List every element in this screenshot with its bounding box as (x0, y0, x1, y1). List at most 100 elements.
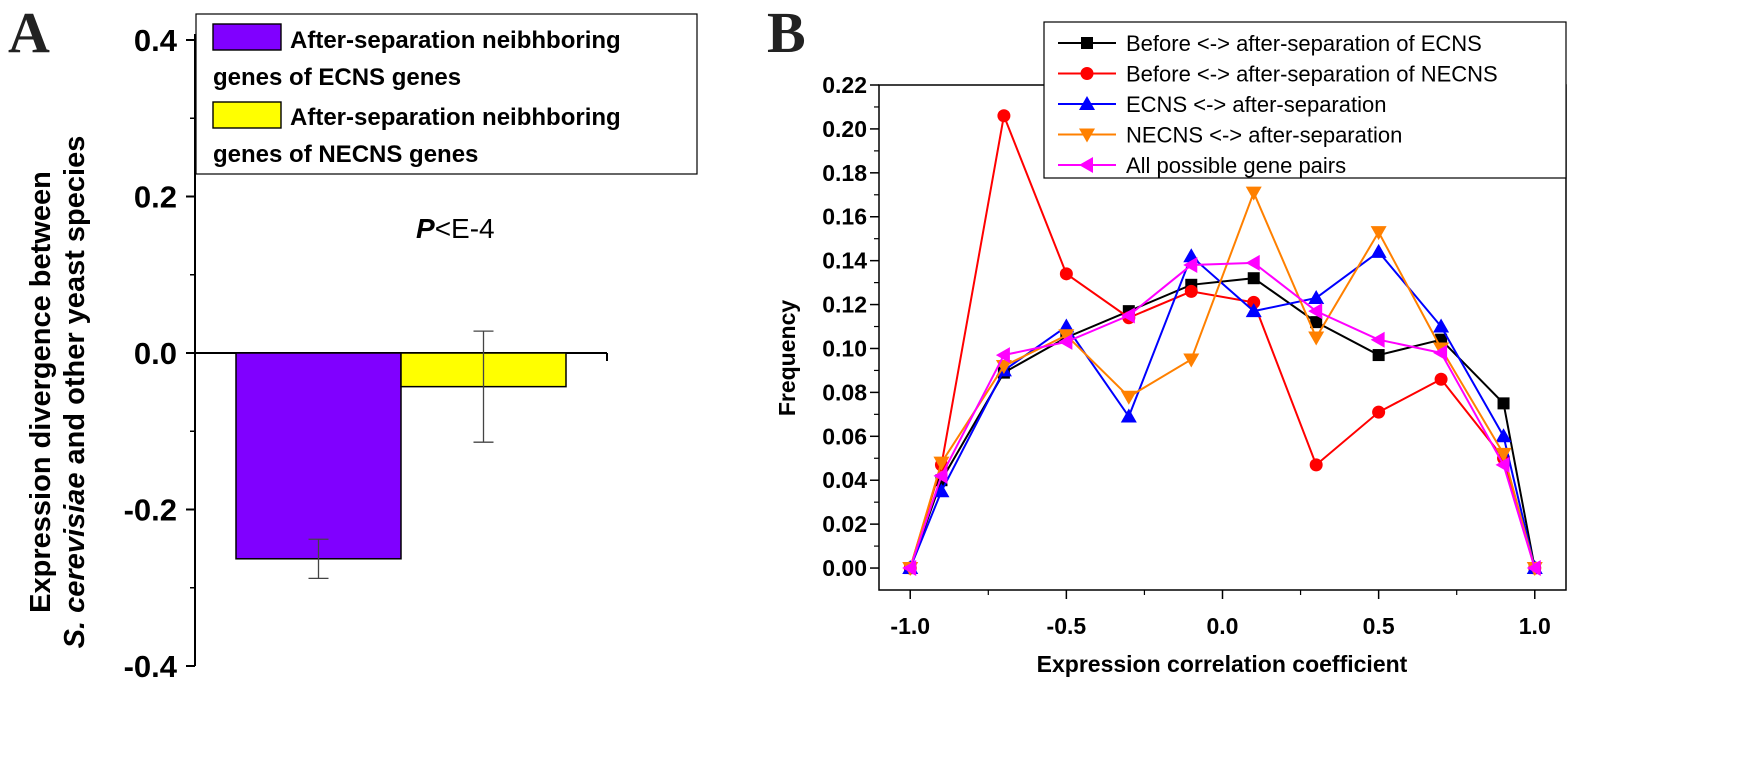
panel-b-data-point (1308, 303, 1323, 320)
panel-a-y-axis-label-rest: and other yeast species (59, 136, 91, 473)
panel-b-data-point (1495, 428, 1512, 443)
panel-b-x-tick-label: -1.0 (890, 613, 930, 639)
panel-b-data-point (1310, 316, 1323, 329)
panel-b-data-point (1370, 243, 1387, 258)
panel-b-x-tick-label: -0.5 (1047, 613, 1087, 639)
panel-b: B -1.0 -0.5 0.0 0.5 1.0 0.00 0.02 0.04 0.06 0.08 0… (767, 0, 1567, 677)
panel-b-data-point (933, 467, 948, 484)
panel-b-data-point (1058, 329, 1075, 344)
panel-b-data-point (1497, 397, 1510, 410)
panel-b-series-group (902, 243, 1543, 575)
panel-b-legend-label: ECNS <-> after-separation (1126, 92, 1386, 117)
panel-b-y-tick-label: 0.18 (822, 160, 867, 186)
panel-b-data-point (1309, 458, 1323, 472)
panel-b-data-point (1059, 267, 1073, 281)
panel-b-data-point (1434, 372, 1448, 386)
panel-a-y-tick-label: -0.2 (124, 493, 177, 528)
panel-b-data-point (1120, 390, 1137, 405)
panel-a-y-axis-label: Expression divergence between (25, 171, 57, 613)
panel-a-bar (235, 352, 402, 560)
panel-b-y-tick-label: 0.08 (822, 379, 867, 405)
panel-a-p-rest: <E-4 (435, 213, 495, 244)
panel-b-data-point (1247, 272, 1260, 285)
panel-b-data-point (1372, 405, 1386, 419)
panel-b-data-point (1245, 303, 1262, 318)
panel-b-series-line (909, 112, 1536, 569)
panel-b-y-tick-label: 0.20 (822, 116, 867, 142)
panel-b-data-point (933, 483, 950, 498)
panel-b-legend-label: Before <-> after-separation of ECNS (1126, 31, 1482, 56)
panel-a-y-axis-label-species: S. cerevisiae (59, 473, 91, 649)
panel-b-data-point (1058, 318, 1075, 333)
panel-a-bars (235, 330, 567, 580)
panel-b-data-point (1247, 295, 1261, 309)
panel-b-legend-box (1043, 21, 1567, 179)
panel-b-legend-marker (1079, 128, 1095, 143)
panel-b-x-tick-label: 1.0 (1519, 613, 1551, 639)
panel-b-series (902, 109, 1543, 577)
panel-b-series-group (902, 254, 1541, 577)
panel-b-y-tick-label: 0.14 (822, 248, 867, 274)
panel-a-legend-label-ecns-line2: genes of ECNS genes (213, 64, 461, 91)
panel-a-p-symbol: P (416, 213, 435, 244)
panel-b-data-point (902, 560, 917, 577)
panel-b-legend-marker (1079, 96, 1095, 110)
panel-b-data-point (1495, 447, 1512, 462)
panel-a-axes: -0.4 -0.2 0.0 0.2 0.4 (124, 23, 608, 684)
panel-b-legend-marker (1080, 67, 1094, 80)
panel-b-legend-label: NECNS <-> after-separation (1126, 123, 1402, 148)
panel-a-legend-label-necns-line1: After-separation neibhboring (290, 104, 621, 131)
panel-b-y-tick-label: 0.00 (822, 555, 867, 581)
panel-b-x-tick-label: 0.5 (1363, 613, 1395, 639)
panel-b-series-line (909, 189, 1536, 569)
panel-a-y-tick-label: 0.4 (134, 23, 178, 58)
panel-b-data-point (1058, 333, 1073, 350)
panel-b-legend: Before <-> after-separation of ECNS Befor… (1043, 21, 1567, 179)
panel-b-data-point (933, 456, 950, 471)
panel-b-data-point (995, 347, 1010, 364)
panel-b-y-axis-label: Frequency (774, 300, 800, 417)
panel-a-y-tick-label: 0.0 (134, 336, 177, 371)
panel-b-data-point (1245, 254, 1260, 271)
panel-b-legend-label: Before <-> after-separation of NECNS (1126, 62, 1498, 87)
panel-a-legend-swatch-necns (212, 101, 282, 129)
panel-a-legend-label-ecns-line1: After-separation neibhboring (290, 27, 621, 54)
panel-a-p-value-annotation: P<E-4 (416, 213, 495, 244)
panel-b-data-point (1308, 331, 1325, 346)
panel-b-data-point (1308, 289, 1325, 304)
panel-b-data-point (1372, 349, 1385, 362)
panel-b-label: B (767, 0, 806, 65)
panel-b-axes: -1.0 -0.5 0.0 0.5 1.0 0.00 0.02 0.04 0.06 0.08 0.1… (822, 72, 1551, 639)
panel-b-data-point (1120, 408, 1137, 423)
panel-b-data-point (1370, 226, 1387, 241)
panel-a-y-axis-label-line2: S. cerevisiae and other yeast species (59, 136, 91, 649)
panel-b-data-point (1526, 560, 1541, 577)
panel-b-legend-marker (1081, 37, 1093, 49)
panel-b-y-tick-label: 0.10 (822, 335, 867, 361)
panel-b-y-tick-label: 0.02 (822, 511, 867, 537)
panel-b-data-point (1184, 284, 1198, 298)
panel-a-legend-label-necns-line2: genes of NECNS genes (213, 141, 478, 168)
panel-a-label: A (8, 0, 50, 65)
panel-b-data-point (1120, 307, 1135, 324)
panel-b-y-tick-label: 0.06 (822, 423, 867, 449)
panel-b-data-point (1370, 331, 1385, 348)
panel-a-y-tick-label: 0.2 (134, 180, 177, 215)
panel-a-legend: After-separation neibhboring genes of EC… (195, 13, 698, 175)
panel-a-legend-swatch-ecns (212, 23, 282, 51)
panel-b-x-tick-label: 0.0 (1207, 613, 1239, 639)
panel-b-y-tick-label: 0.22 (822, 72, 867, 98)
panel-b-data-point (997, 109, 1011, 123)
panel-b-y-tick-label: 0.12 (822, 292, 867, 318)
panel-b-x-axis-label: Expression correlation coefficient (1037, 651, 1408, 677)
panel-b-legend-marker (1079, 157, 1093, 173)
panel-b-series-line (909, 250, 1536, 569)
panel-b-data-point (1183, 353, 1200, 368)
panel-b-y-tick-label: 0.04 (822, 467, 867, 493)
panel-b-data-point (1433, 344, 1448, 361)
panel-b-legend-label: All possible gene pairs (1126, 153, 1346, 178)
panel-a-y-tick-label: -0.4 (124, 649, 178, 684)
panel-b-data-point (1183, 257, 1198, 274)
panel-b-y-tick-label: 0.16 (822, 204, 867, 230)
